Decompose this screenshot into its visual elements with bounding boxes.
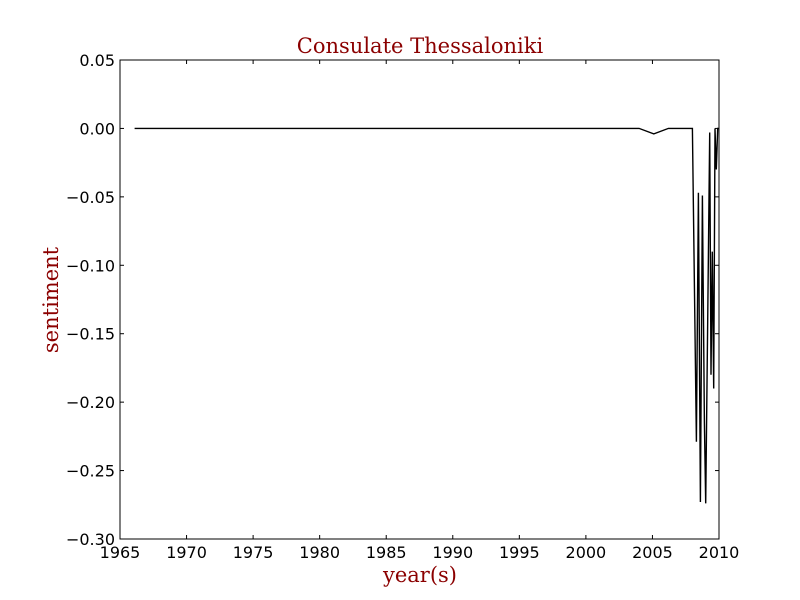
y-axis-label: sentiment: [39, 246, 63, 353]
y-tick-label: −0.05: [66, 188, 115, 207]
x-tick-label: 1970: [166, 543, 207, 562]
y-tick-label: −0.10: [66, 256, 115, 275]
series-line: [134, 127, 719, 504]
plot-area: [119, 59, 720, 540]
y-axis-ticks: 0.05 0.00 −0.05 −0.10 −0.15 −0.20 −0.25 −0.30: [66, 51, 719, 549]
x-tick-label: 2005: [632, 543, 673, 562]
x-axis-ticks: 1965 1970 1975 1980 1985 1990 1995 2000 2005 2010: [100, 60, 740, 562]
chart-title: Consulate Thessaloniki: [297, 34, 544, 58]
x-tick-label: 2010: [699, 543, 740, 562]
y-tick-label: −0.15: [66, 325, 115, 344]
x-tick-label: 1980: [299, 543, 340, 562]
x-axis-label: year(s): [382, 563, 457, 587]
x-tick-label: 1965: [100, 543, 141, 562]
plot-frame: [119, 59, 720, 540]
x-tick-label: 2000: [566, 543, 607, 562]
x-tick-label: 1985: [366, 543, 407, 562]
y-tick-label: −0.25: [66, 462, 115, 481]
y-tick-label: 0.00: [79, 119, 115, 138]
x-tick-label: 1990: [432, 543, 473, 562]
x-tick-label: 1995: [499, 543, 540, 562]
y-tick-label: −0.20: [66, 393, 115, 412]
y-tick-label: 0.05: [79, 51, 115, 70]
x-tick-label: 1975: [233, 543, 274, 562]
y-tick-label: −0.30: [66, 530, 115, 549]
